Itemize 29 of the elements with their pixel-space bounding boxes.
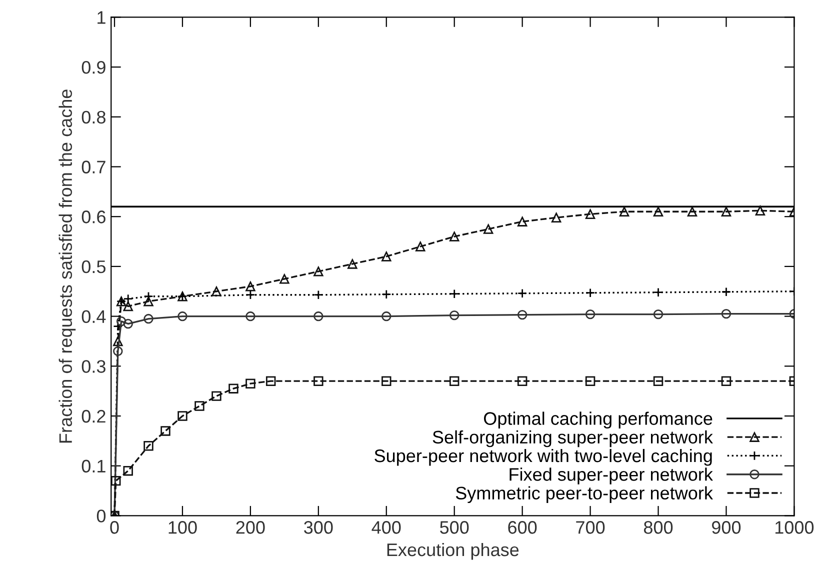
y-tick-label: 0.7 xyxy=(82,160,106,174)
y-tick-label: 1 xyxy=(98,11,106,24)
y-tick-label: 0.8 xyxy=(82,110,106,124)
x-tick-label: 200 xyxy=(236,521,265,534)
legend-label: Fixed super-peer network xyxy=(510,468,713,484)
x-tick-label: 400 xyxy=(372,521,401,534)
y-tick-label: 0.9 xyxy=(82,60,106,74)
legend-label: Super-peer network with two-level caching xyxy=(374,448,712,466)
x-axis-title: Execution phase xyxy=(387,542,519,560)
x-tick-label: 1000 xyxy=(775,521,814,534)
y-tick-label: 0.5 xyxy=(82,260,106,274)
y-tick-label: 0.3 xyxy=(82,360,106,373)
y-tick-label: 0.6 xyxy=(82,210,106,224)
y-axis-title: Fraction of requests satisfied from the cache xyxy=(58,90,76,443)
x-tick-label: 900 xyxy=(712,521,741,534)
legend-label: Self-organizing super-peer network xyxy=(432,430,713,448)
y-tick-label: 0 xyxy=(96,510,106,522)
x-tick-label: 500 xyxy=(440,521,469,534)
y-tick-label: 0.1 xyxy=(82,460,106,473)
x-tick-label: 700 xyxy=(576,521,605,534)
x-tick-label: 100 xyxy=(168,521,197,534)
x-tick-label: 300 xyxy=(304,521,333,534)
x-tick-label: 600 xyxy=(508,521,537,534)
x-tick-label: 800 xyxy=(644,521,673,534)
y-tick-label: 0.2 xyxy=(82,410,106,423)
y-tick-label: 0.4 xyxy=(82,310,106,324)
x-tick-label: 0 xyxy=(110,521,119,534)
legend-label: Optimal caching perfomance xyxy=(484,412,712,429)
legend-label: Symmetric peer-to-peer network xyxy=(456,486,713,504)
